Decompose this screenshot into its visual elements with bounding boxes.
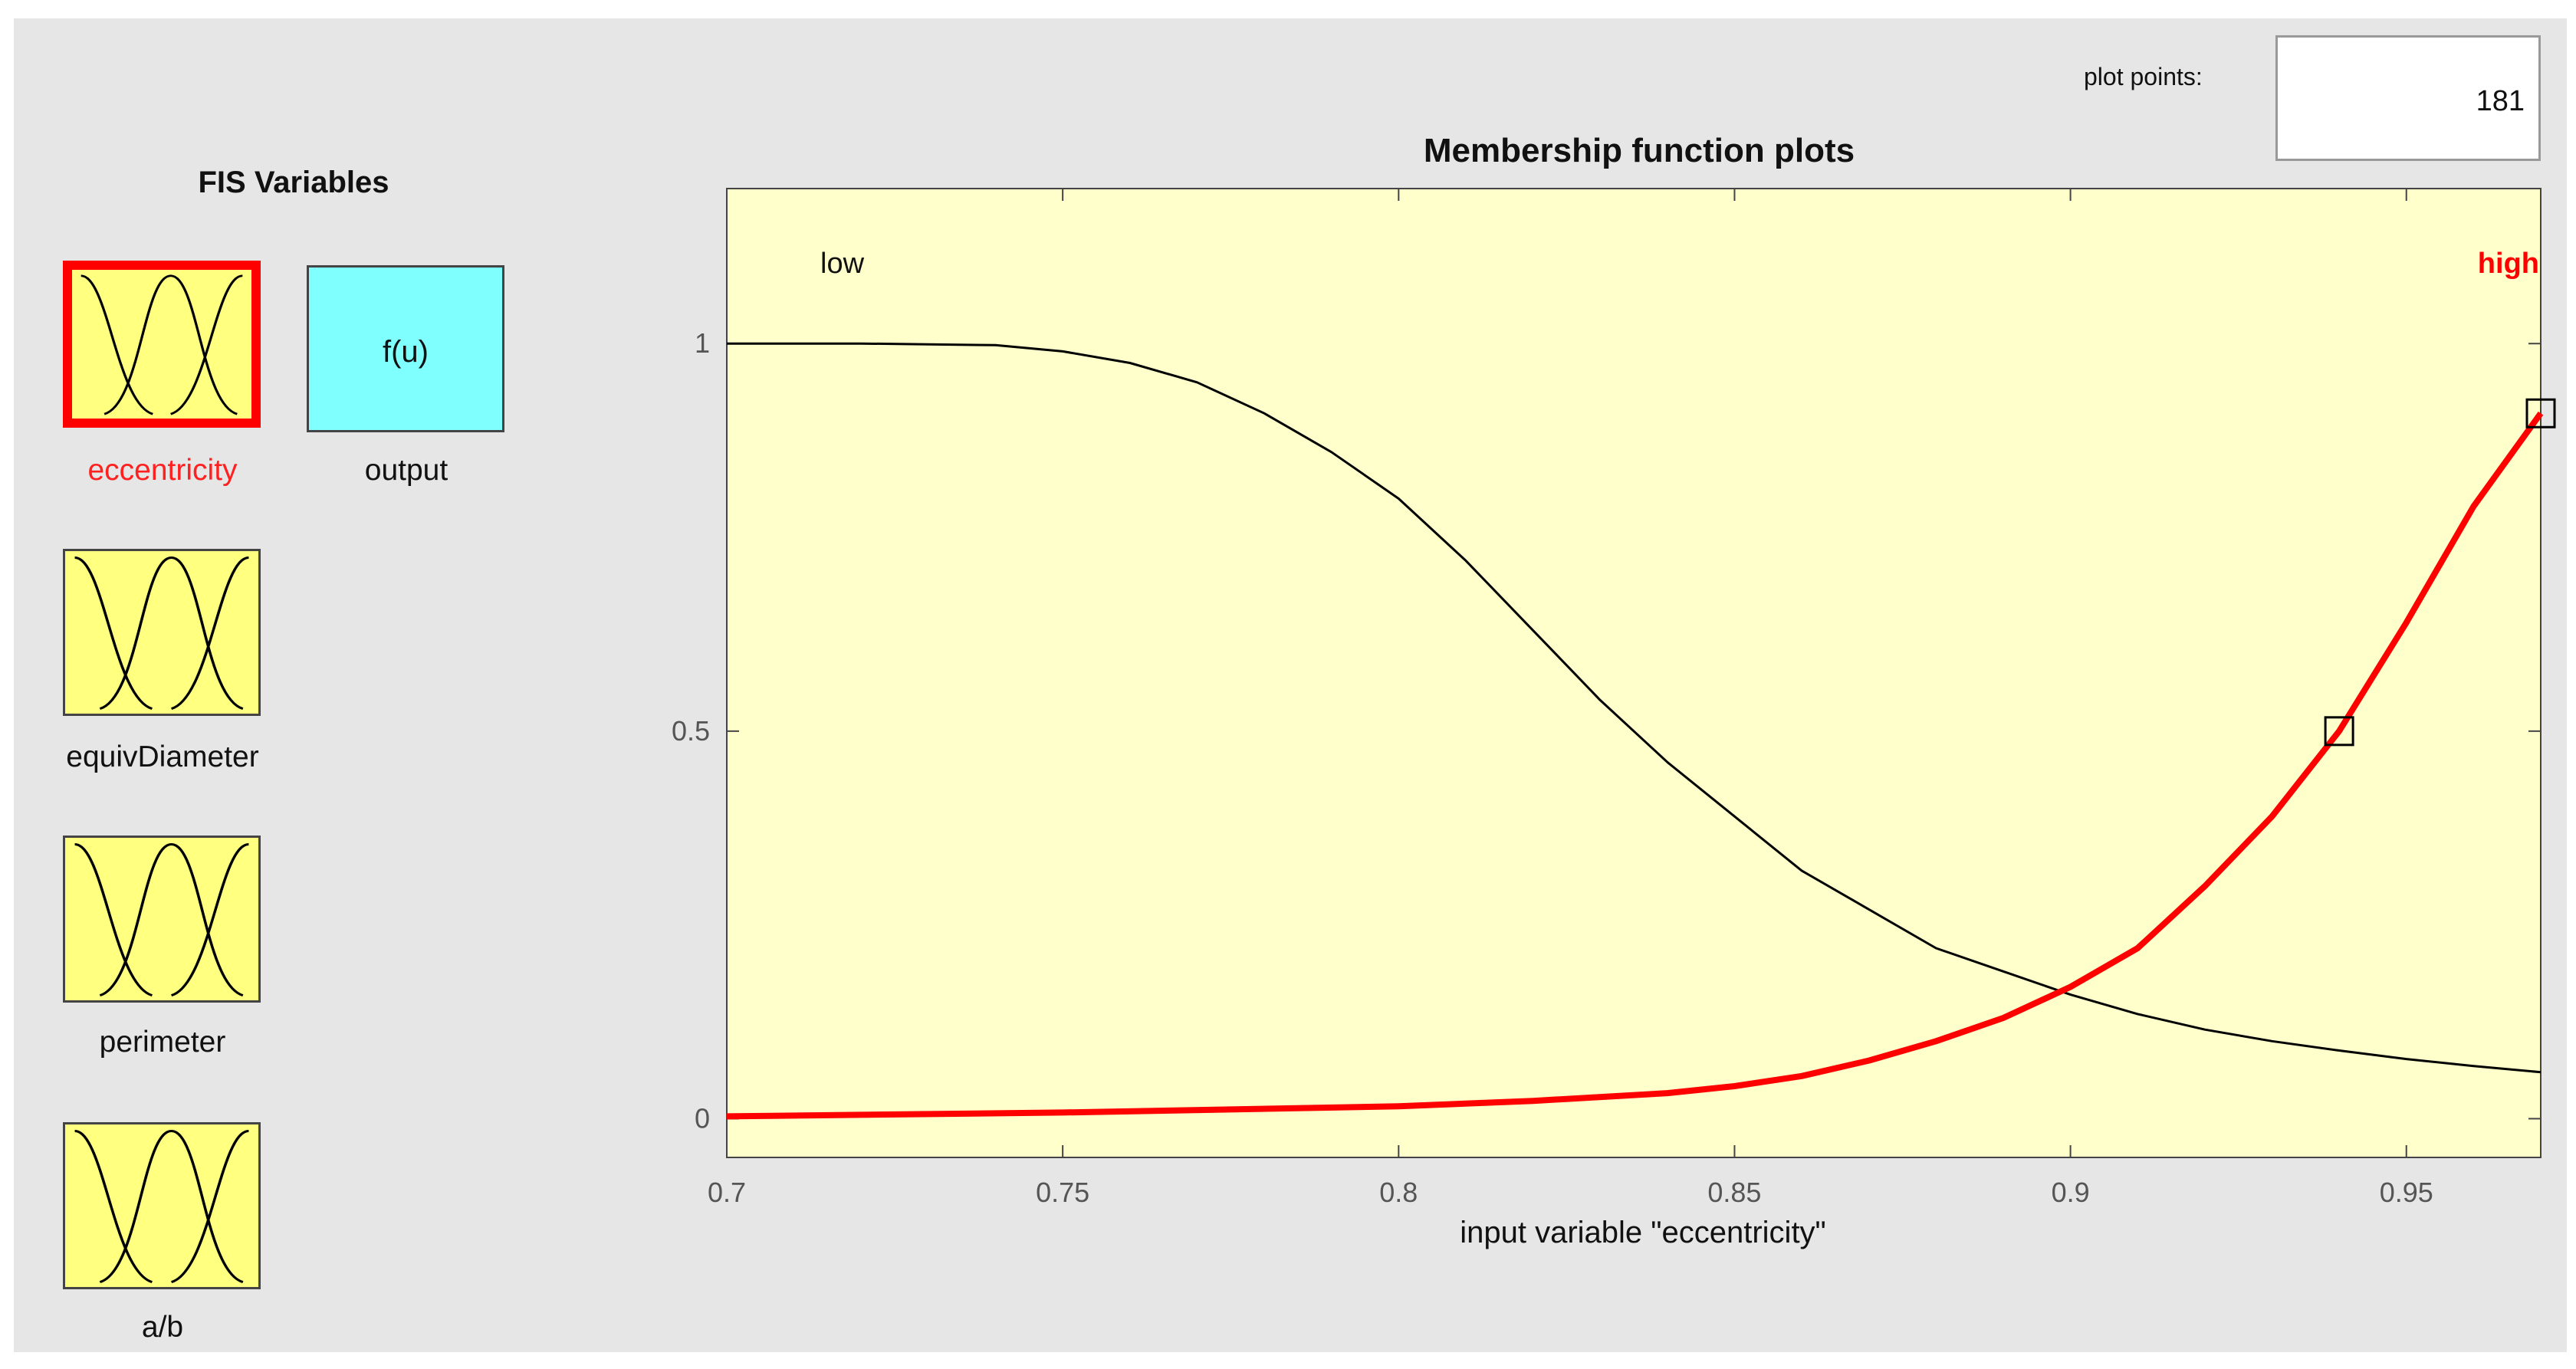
variable-tile-equivdiameter[interactable] [63, 549, 261, 716]
y-tick-label: 0 [695, 1102, 710, 1134]
x-tick-label: 0.95 [2380, 1177, 2433, 1208]
membership-curves-icon [74, 842, 249, 997]
variable-label-perimeter: perimeter [99, 1026, 226, 1059]
fis-editor-window: FIS Variables eccentricity equivDiameter… [14, 18, 2567, 1352]
variable-tile-perimeter[interactable] [63, 836, 261, 1003]
x-tick-label: 0.8 [1379, 1177, 1418, 1208]
variable-label-output: output [364, 454, 449, 487]
membership-curves-icon [80, 274, 243, 415]
mf-label-low: low [820, 248, 865, 280]
x-tick-label: 0.9 [2052, 1177, 2090, 1208]
mf-curve-high[interactable] [726, 411, 2544, 1120]
variable-label-eccentricity: eccentricity [87, 454, 238, 487]
variable-tile-a-b[interactable] [63, 1122, 261, 1289]
x-tick-label: 0.75 [1036, 1177, 1089, 1208]
plot-title: Membership function plots [1423, 132, 1855, 169]
y-tick-label: 1 [695, 327, 710, 359]
mf-control-point[interactable] [2324, 716, 2354, 747]
fis-variables-title: FIS Variables [198, 166, 389, 199]
y-tick-label: 0.5 [672, 715, 710, 747]
membership-curves-icon [74, 556, 249, 711]
mf-curve-low[interactable] [727, 342, 2542, 1074]
plot-points-input[interactable]: 181 [2275, 35, 2541, 161]
mf-label-high: high [2478, 248, 2539, 280]
membership-curves-icon [74, 1129, 249, 1284]
variable-label-a-b: a/b [141, 1311, 184, 1344]
x-axis-label: input variable "eccentricity" [1460, 1216, 1826, 1249]
mf-control-point[interactable] [2525, 398, 2556, 428]
plot-points-label: plot points: [2084, 63, 2203, 90]
x-tick-label: 0.7 [708, 1177, 746, 1208]
function-symbol: f(u) [383, 335, 429, 369]
x-tick-label: 0.85 [1707, 1177, 1761, 1208]
variable-tile-eccentricity[interactable] [63, 261, 261, 428]
plot-area [726, 188, 2542, 1158]
variable-label-equivdiameter: equivDiameter [66, 740, 259, 773]
variable-tile-output[interactable]: f(u) [307, 265, 504, 432]
membership-function-plot: 0.7 0.75 0.8 0.85 0.9 0.95 0 0.5 1 low high [672, 188, 2556, 1208]
